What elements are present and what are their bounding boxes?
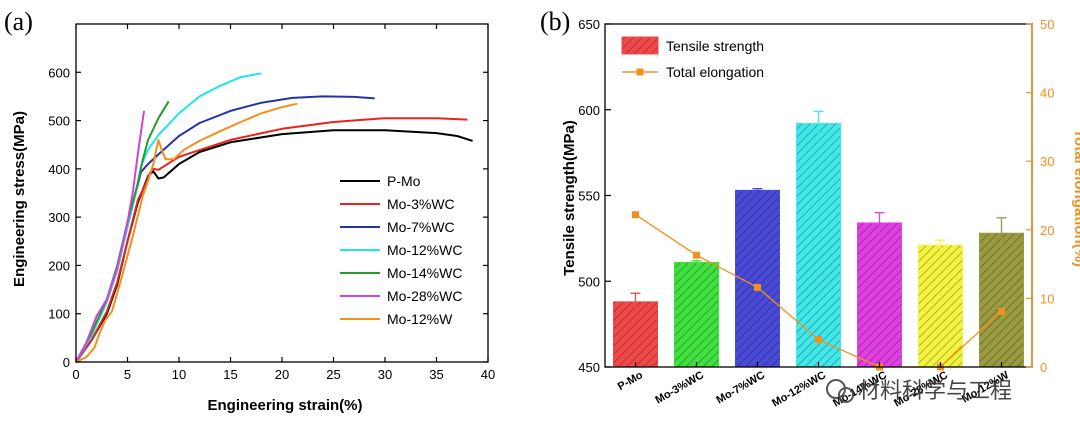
- wechat-icon-bubble: [838, 387, 854, 403]
- watermark: 材料科学与工程: [826, 379, 1012, 404]
- right-tick-label-30: 30: [1040, 154, 1054, 169]
- panel-a-stress-strain-chart: (a) 0 5 10 15 20 25 30 35 400100200300400500600 …: [4, 7, 495, 414]
- panel-b-tensile-elongation-chart: (b) 450 500 550 600 650 0 10 20 30 40 50 P-Mo Mo-3%W…: [540, 7, 1080, 410]
- y-tick-label-500: 500: [48, 114, 70, 129]
- x-tick-label-40: 40: [481, 367, 495, 382]
- panel-b-label: (b): [540, 7, 570, 36]
- right-tick-label-10: 10: [1040, 291, 1054, 306]
- panel-b-bars: [613, 110, 1024, 368]
- x-tick-label-25: 25: [326, 367, 340, 382]
- bar-mo-12pctwc: [796, 122, 841, 368]
- panel-a-legend: P-Mo Mo-3%WC Mo-7%WC Mo-12%WC Mo-14%WC Mo-28%…: [340, 173, 462, 327]
- bar-p-mo: [613, 301, 658, 368]
- x-tick-label-15: 15: [223, 367, 237, 382]
- elongation-point-mo-12pctwc: [815, 336, 822, 344]
- right-tick-label-40: 40: [1040, 86, 1054, 101]
- x-tick-label-5: 5: [124, 367, 131, 382]
- x-tick-label-30: 30: [378, 367, 392, 382]
- bar-mo-14pctwc: [857, 222, 902, 368]
- bar-mo-28pctwc: [918, 244, 963, 368]
- category-label-mo-7pctwc: Mo-7%WC: [714, 369, 767, 406]
- panel-a-x-axis-title: Engineering strain(%): [207, 397, 362, 414]
- watermark-text: 材料科学与工程: [858, 379, 1012, 404]
- elongation-point-mo-3pctwc: [693, 251, 700, 259]
- x-tick-label-0: 0: [72, 367, 79, 382]
- curve-mo-14pctwc: [75, 100, 170, 363]
- legend-label-mo-12pctwc: Mo-12%WC: [387, 242, 462, 258]
- bar-mo-3pctwc: [674, 261, 719, 368]
- y-tick-label-100: 100: [48, 307, 70, 322]
- elongation-point-mo-12pctw: [998, 307, 1005, 315]
- legend-label-total-elongation: Total elongation: [666, 64, 764, 80]
- x-tick-label-20: 20: [275, 367, 289, 382]
- curve-mo-28pctwc: [75, 110, 145, 363]
- panel-b-left-axis-title: Tensile strength(MPa): [561, 120, 578, 276]
- y-tick-label-300: 300: [48, 210, 70, 225]
- y-tick-label-0: 0: [63, 355, 70, 370]
- y-tick-label-400: 400: [48, 162, 70, 177]
- legend-label-mo-14pctwc: Mo-14%WC: [387, 265, 462, 281]
- right-tick-label-50: 50: [1040, 17, 1054, 32]
- legend-label-mo-3pctwc: Mo-3%WC: [387, 196, 455, 212]
- x-tick-label-35: 35: [429, 367, 443, 382]
- bar-mo-12pctw: [979, 232, 1024, 368]
- category-label-mo-12pctwc: Mo-12%WC: [770, 369, 828, 409]
- elongation-point-mo-7pctwc: [754, 283, 761, 291]
- y-tick-label-200: 200: [48, 258, 70, 273]
- legend-label-mo-28pctwc: Mo-28%WC: [387, 288, 462, 304]
- panel-b-right-axis-title: Total elongation(%): [1071, 129, 1080, 267]
- y-tick-label-600: 600: [48, 65, 70, 80]
- right-tick-label-20: 20: [1040, 223, 1054, 238]
- legend-label-mo-7pctwc: Mo-7%WC: [387, 219, 455, 235]
- panel-a-y-axis-title: Engineering stress(MPa): [11, 111, 28, 287]
- left-tick-label-450: 450: [578, 360, 600, 375]
- panel-a-curves: [75, 72, 473, 363]
- legend-label-p-mo: P-Mo: [387, 173, 421, 189]
- left-tick-label-600: 600: [578, 103, 600, 118]
- panel-b-legend: Tensile strength Total elongation: [621, 36, 764, 80]
- curve-mo-3pctwc: [75, 117, 468, 363]
- legend-swatch-tensile-strength: [621, 36, 659, 55]
- category-label-p-mo: P-Mo: [616, 369, 646, 393]
- panel-a-label: (a): [4, 7, 33, 36]
- legend-label-tensile-strength: Tensile strength: [666, 38, 764, 54]
- elongation-point-p-mo: [632, 211, 639, 219]
- category-label-mo-3pctwc: Mo-3%WC: [653, 369, 706, 406]
- left-tick-label-650: 650: [578, 17, 600, 32]
- left-tick-label-500: 500: [578, 274, 600, 289]
- legend-label-mo-12pctw: Mo-12%W: [387, 311, 453, 327]
- left-tick-label-550: 550: [578, 189, 600, 204]
- curve-mo-12pctw: [75, 102, 298, 363]
- bar-mo-7pctwc: [735, 189, 780, 368]
- curve-mo-7pctwc: [75, 95, 375, 363]
- legend-marker-total-elongation: [636, 68, 644, 76]
- right-tick-label-0: 0: [1040, 360, 1047, 375]
- x-tick-label-10: 10: [172, 367, 186, 382]
